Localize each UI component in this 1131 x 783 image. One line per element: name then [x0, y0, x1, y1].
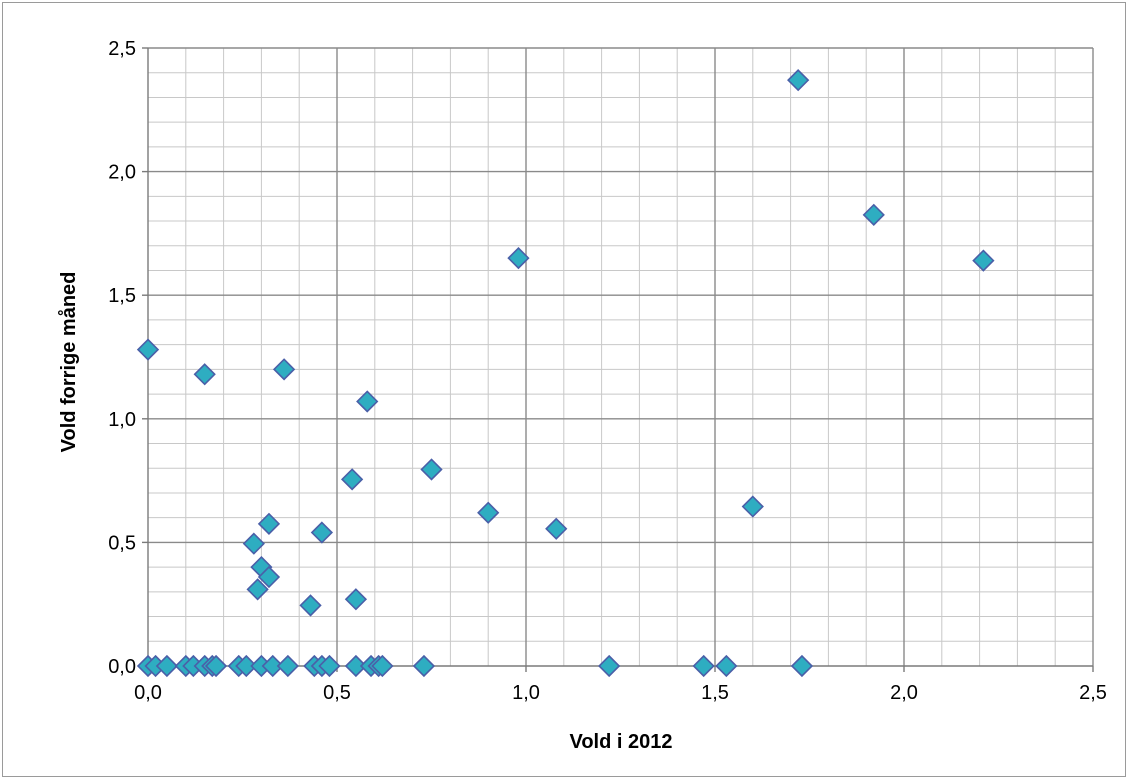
data-point	[261, 654, 284, 678]
data-point	[545, 517, 568, 540]
x-tick-label: 1,0	[512, 682, 540, 704]
data-point	[272, 358, 296, 381]
data-point	[790, 654, 814, 678]
data-point	[276, 654, 299, 678]
x-tick-label: 0,0	[134, 682, 162, 704]
data-points	[136, 69, 995, 678]
x-tick-label: 2,5	[1079, 682, 1107, 704]
data-point	[204, 654, 228, 678]
data-point	[715, 654, 738, 678]
data-point	[972, 249, 995, 272]
data-point	[310, 521, 334, 544]
data-point	[299, 594, 322, 617]
y-tick-label: 1,5	[108, 285, 136, 307]
data-point	[507, 246, 530, 270]
x-axis-title: Vold i 2012	[569, 731, 672, 753]
scatter-chart: 0,0 0,5 1,0 1,5 2,0 2,5 0,0 0,5 1,0 1,5 2,0 2,5 Vol…	[57, 38, 1107, 753]
data-point	[420, 458, 443, 481]
data-point	[340, 468, 364, 491]
data-point	[242, 532, 265, 555]
data-point	[787, 69, 810, 92]
data-point	[356, 390, 379, 413]
data-point	[257, 512, 281, 535]
grid-minor	[148, 48, 1093, 666]
data-point	[741, 495, 764, 518]
data-point	[477, 501, 500, 524]
y-tick-label: 1,0	[108, 409, 136, 431]
data-point	[344, 588, 368, 611]
data-point	[344, 654, 368, 678]
y-tick-label: 0,5	[108, 532, 136, 554]
x-tick-label: 1,5	[701, 682, 729, 704]
y-tick-label: 2,5	[108, 38, 136, 60]
data-point	[598, 654, 621, 678]
data-point	[862, 203, 885, 226]
y-tick-label: 0,0	[108, 656, 136, 678]
x-tick-label: 0,5	[323, 682, 351, 704]
data-point	[412, 654, 436, 678]
y-tick-label: 2,0	[108, 162, 136, 184]
data-point	[235, 654, 258, 678]
data-point	[246, 578, 269, 601]
data-point	[193, 363, 216, 386]
data-point	[155, 654, 179, 678]
data-point	[692, 654, 715, 678]
data-point	[371, 654, 394, 678]
y-axis-title: Vold forrige måned	[57, 272, 80, 453]
x-tick-label: 2,0	[890, 682, 918, 704]
grid-major	[148, 47, 1094, 666]
data-point	[318, 654, 341, 678]
data-point	[136, 338, 160, 361]
data-point	[257, 565, 281, 589]
tick-labels: 0,0 0,5 1,0 1,5 2,0 2,5 0,0 0,5 1,0 1,5 2,0 2,5	[108, 38, 1107, 704]
